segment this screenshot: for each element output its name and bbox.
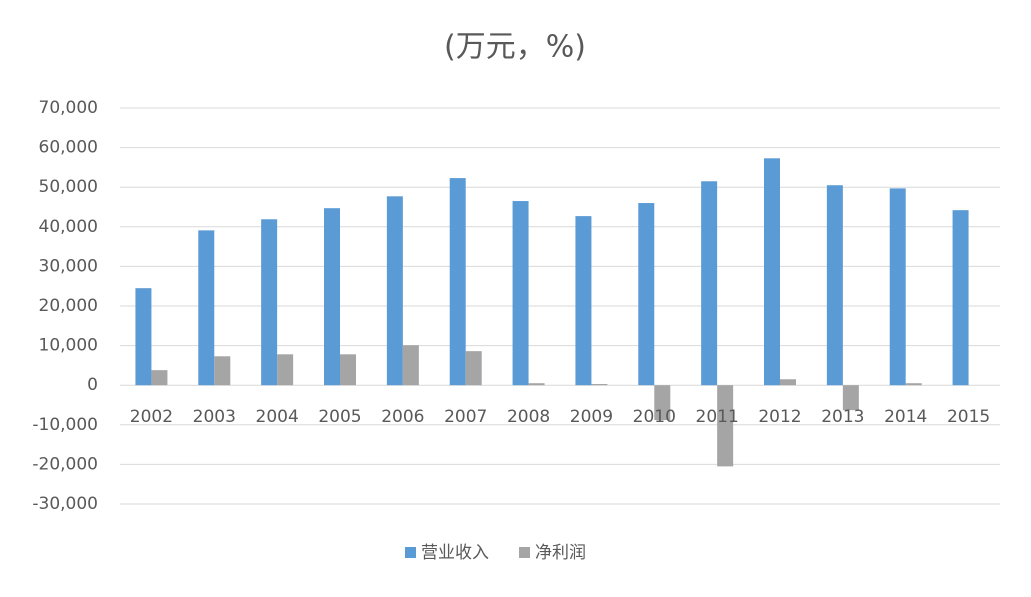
y-tick-label: -20,000 (32, 454, 98, 474)
bar (952, 210, 969, 386)
x-tick-label: 2011 (696, 407, 739, 427)
y-tick-label: 20,000 (39, 296, 98, 316)
x-tick-label: 2004 (256, 407, 299, 427)
y-tick-label: -10,000 (32, 415, 98, 435)
y-tick-label: -30,000 (32, 494, 98, 514)
y-tick-label: 10,000 (39, 336, 98, 356)
x-tick-label: 2013 (821, 407, 864, 427)
bar (449, 178, 466, 386)
x-tick-label: 2008 (507, 407, 550, 427)
bar (591, 384, 608, 386)
bar (717, 385, 734, 467)
bar (905, 383, 922, 386)
bar (654, 385, 671, 421)
x-tick-label: 2005 (318, 407, 361, 427)
y-tick-label: 40,000 (39, 217, 98, 237)
bar (575, 216, 592, 386)
bar (638, 203, 655, 386)
bar (198, 230, 215, 386)
chart-title: (万元，%) (444, 30, 586, 65)
bar (512, 201, 529, 386)
x-tick-label: 2010 (633, 407, 676, 427)
x-tick-label: 2015 (947, 407, 990, 427)
y-tick-label: 0 (87, 375, 98, 395)
bar (402, 345, 419, 386)
x-tick-label: 2003 (193, 407, 236, 427)
bar (135, 288, 152, 386)
legend-swatch (519, 547, 530, 558)
bar (528, 383, 545, 386)
x-tick-label: 2012 (758, 407, 801, 427)
bar (324, 208, 340, 386)
x-tick-label: 2007 (444, 407, 487, 427)
bar (780, 379, 796, 386)
y-tick-label: 70,000 (39, 98, 98, 118)
x-tick-label: 2006 (381, 407, 424, 427)
x-tick-label: 2002 (130, 407, 173, 427)
bar (214, 356, 231, 386)
x-tick-label: 2014 (884, 407, 927, 427)
bar (386, 196, 403, 386)
x-tick-label: 2009 (570, 407, 613, 427)
bar (277, 354, 294, 386)
bar (261, 219, 278, 386)
bar (764, 158, 780, 386)
legend-label: 营业收入 (421, 543, 489, 563)
legend-label: 净利润 (535, 543, 586, 563)
bar (889, 188, 906, 386)
y-tick-label: 50,000 (39, 177, 98, 197)
y-tick-label: 60,000 (39, 138, 98, 158)
bar (340, 354, 356, 386)
bar (826, 185, 843, 386)
bar (151, 370, 168, 386)
bar (842, 385, 859, 411)
y-tick-label: 30,000 (39, 256, 98, 276)
bar (701, 181, 718, 386)
bar (465, 351, 482, 386)
legend-swatch (405, 547, 416, 558)
